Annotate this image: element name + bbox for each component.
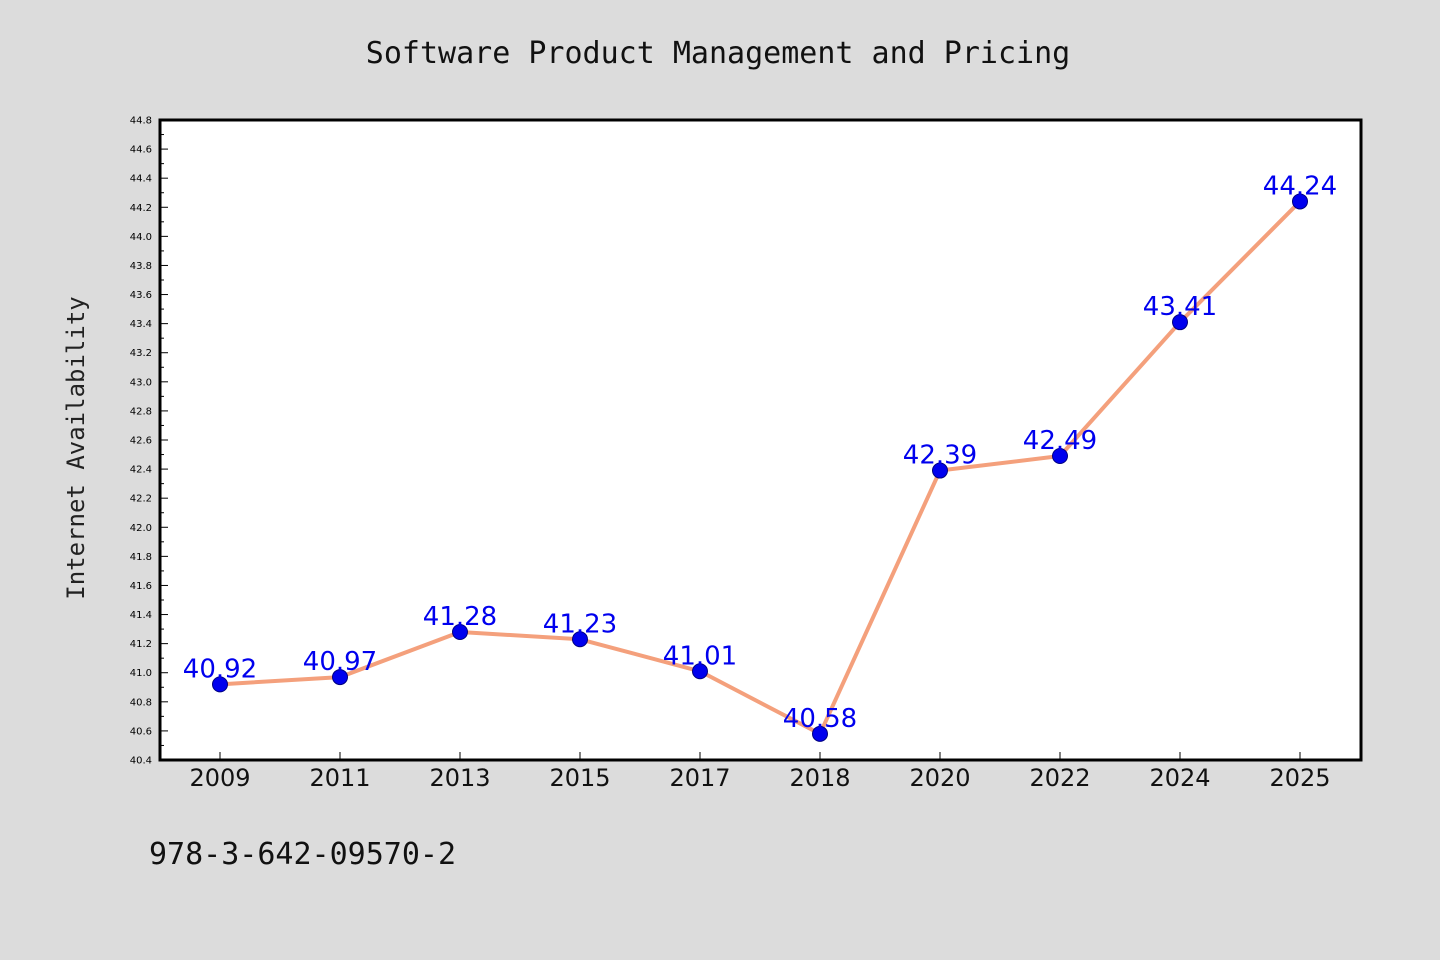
series-line: [218, 199, 1302, 736]
plot-area: [158, 118, 1363, 762]
x-tick-label: 2009: [189, 764, 250, 792]
data-point-marker: [212, 676, 228, 693]
x-tick-label: 2015: [549, 764, 610, 792]
y-tick-label: 40.6: [130, 726, 152, 737]
x-tick-label: 2013: [429, 764, 490, 792]
y-tick-label: 42.4: [130, 465, 152, 476]
y-tick-label: 41.2: [130, 639, 152, 650]
y-tick-label: 41.8: [130, 552, 152, 563]
series-line-group: [218, 199, 1302, 736]
data-value-label: 42.39: [903, 441, 977, 471]
x-tick-label: 2018: [789, 764, 850, 792]
data-point-marker: [452, 624, 468, 640]
data-value-label: 41.23: [543, 609, 617, 639]
y-tick-label: 43.6: [130, 290, 152, 301]
y-tick-label: 42.2: [130, 494, 152, 505]
x-tick-label: 2020: [909, 764, 970, 792]
y-tick-label: 43.8: [130, 261, 152, 272]
data-value-label: 40.58: [783, 704, 857, 734]
data-value-label: 41.28: [423, 602, 497, 632]
data-value-label: 42.49: [1023, 426, 1097, 456]
y-tick-label: 44.2: [130, 203, 152, 214]
x-axis-ticks: [219, 752, 1301, 760]
y-tick-label: 44.0: [130, 232, 152, 243]
y-tick-label: 43.0: [130, 377, 152, 388]
x-axis-tick-labels: 2009 2011 2013 2015 2017 2018 2020 2022 2024 2025: [189, 764, 1330, 792]
data-point-marker: [932, 462, 948, 479]
series-markers: [212, 193, 1308, 742]
y-tick-label: 44.4: [130, 174, 152, 185]
isbn-annotation: 978-3-642-09570-2: [149, 837, 456, 872]
data-labels: 40.92 40.97 41.28 41.23 41.01 40.58 42.39 42.49…: [183, 171, 1337, 733]
y-tick-label: 41.4: [130, 610, 152, 621]
y-tick-label: 44.6: [130, 145, 152, 156]
y-tick-label: 40.8: [130, 697, 152, 708]
y-tick-label: 44.8: [130, 116, 152, 127]
x-tick-label: 2022: [1029, 764, 1090, 792]
data-point-marker: [1292, 193, 1308, 210]
data-point-marker: [332, 669, 348, 686]
data-point-marker: [812, 725, 828, 742]
y-tick-label: 42.0: [130, 523, 152, 534]
x-tick-label: 2024: [1149, 764, 1210, 792]
x-tick-label: 2017: [669, 764, 730, 792]
y-axis-tick-labels: 40.4 40.6 40.8 41.0 41.2 41.4 41.6 41.8 42.0 42.2…: [130, 116, 152, 767]
data-point-marker: [692, 663, 708, 680]
data-value-label: 40.92: [183, 654, 257, 684]
y-tick-label: 41.0: [130, 668, 152, 679]
y-tick-label: 42.6: [130, 436, 152, 447]
y-tick-label: 42.8: [130, 406, 152, 417]
data-point-marker: [1052, 448, 1068, 464]
x-tick-label: 2025: [1269, 764, 1330, 792]
data-value-label: 43.41: [1143, 292, 1217, 322]
data-value-label: 44.24: [1263, 171, 1337, 201]
y-axis-label: Internet Availability: [62, 296, 90, 599]
y-tick-label: 43.2: [130, 348, 152, 359]
x-tick-label: 2011: [309, 764, 370, 792]
chart-title: Software Product Management and Pricing: [366, 36, 1070, 71]
y-tick-label: 41.6: [130, 581, 152, 592]
y-tick-label: 40.4: [130, 756, 152, 767]
data-value-label: 41.01: [663, 641, 737, 671]
y-tick-label: 43.4: [130, 319, 152, 330]
data-value-label: 40.97: [303, 647, 377, 677]
data-point-marker: [572, 631, 588, 648]
y-axis-ticks: [160, 119, 168, 761]
data-point-marker: [1172, 314, 1188, 331]
